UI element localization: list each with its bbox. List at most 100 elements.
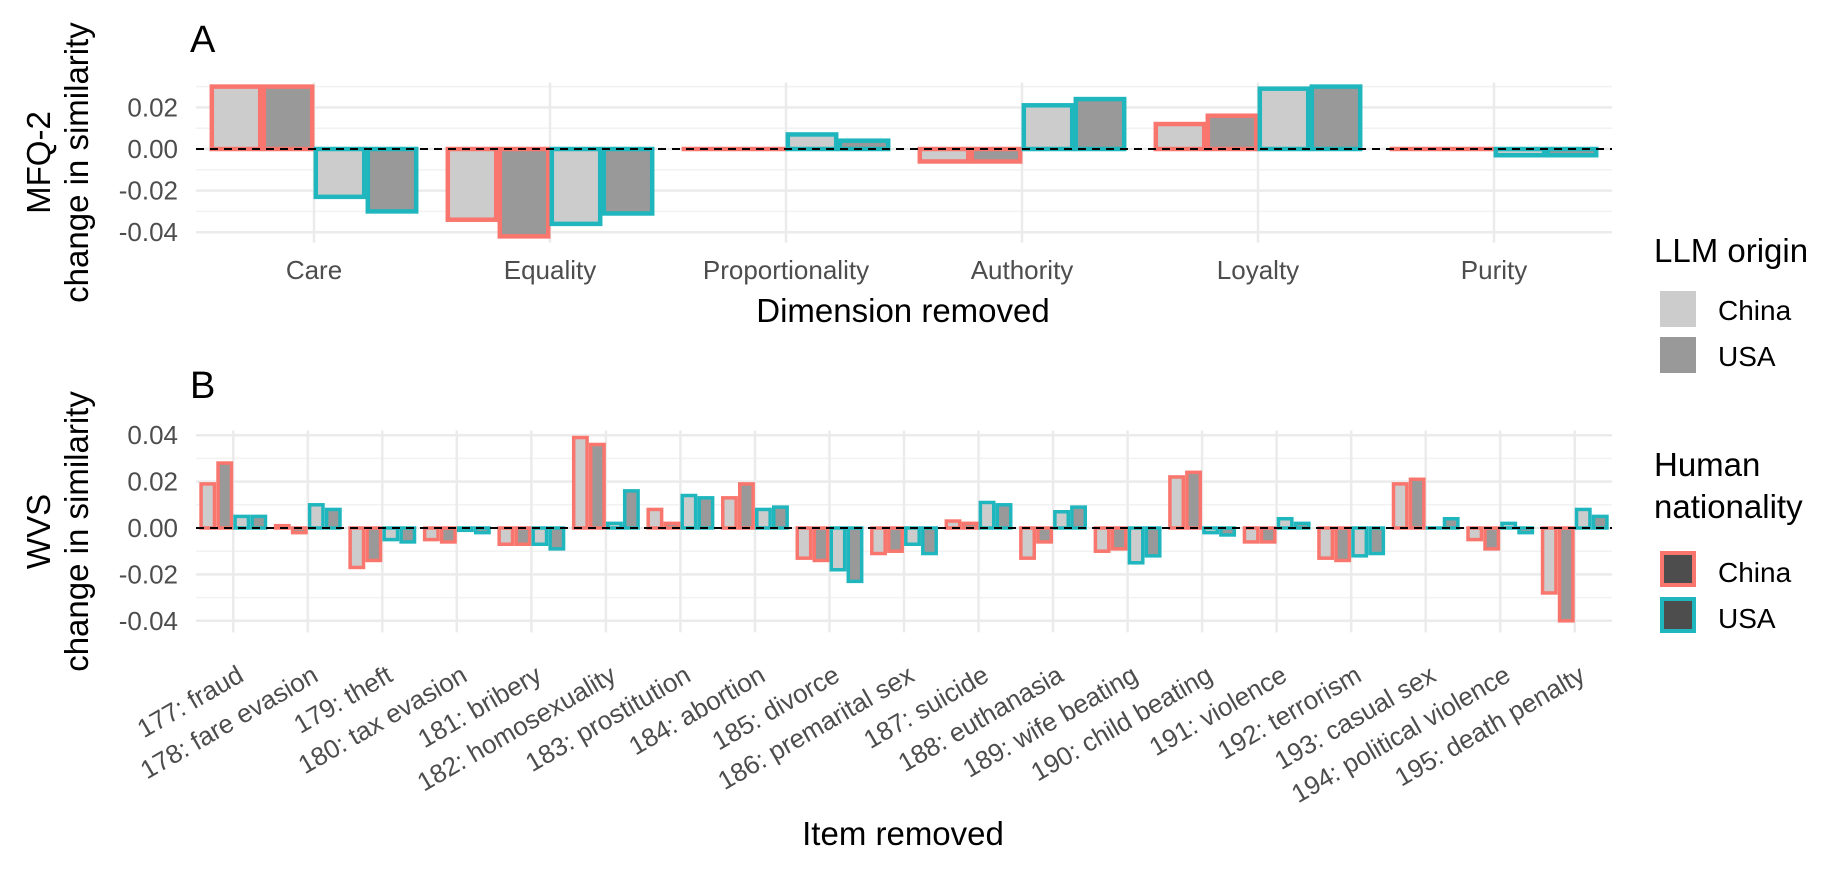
x-tick-label: Proportionality [703, 255, 869, 285]
bar [663, 521, 681, 530]
bar [497, 526, 515, 546]
bar [1517, 526, 1535, 535]
bar [1391, 482, 1409, 530]
bar [324, 507, 342, 530]
bar [1144, 526, 1162, 558]
y-tick-label: -0.02 [119, 176, 178, 206]
legend-human-china-label: China [1718, 557, 1792, 588]
bar [680, 493, 698, 530]
bar [1053, 510, 1071, 530]
panel-a-label: A [190, 19, 216, 61]
bar [365, 146, 419, 214]
y-tick-label: 0.00 [127, 513, 178, 543]
panel-b-chart: B 0.04 0.02 0.00 -0.02 -0.04 177: fraud178: … [20, 365, 1612, 852]
legend-llm-title: LLM origin [1654, 232, 1808, 269]
legend-human-china-swatch [1660, 551, 1696, 587]
x-tick-label: Purity [1461, 255, 1527, 285]
bar [1500, 521, 1518, 530]
x-tick-label: Authority [971, 255, 1074, 285]
bar [737, 482, 755, 530]
legend-human-nationality: Human nationality China USA [1654, 446, 1803, 634]
bar [549, 146, 603, 227]
legend-human-title: Human nationality [1654, 446, 1803, 525]
bar [829, 526, 847, 572]
bar [646, 507, 664, 530]
bar [199, 482, 217, 530]
bar [1574, 507, 1592, 530]
bar [944, 519, 962, 530]
bar [1557, 526, 1575, 623]
y-tick-label: 0.04 [127, 420, 178, 450]
bar [1070, 505, 1088, 530]
bar [348, 526, 366, 570]
bar [1591, 514, 1609, 530]
bar [917, 146, 971, 164]
bar [837, 138, 891, 152]
x-tick-label: Loyalty [1217, 255, 1299, 285]
legend-human-usa-label: USA [1718, 603, 1776, 634]
bar [754, 507, 772, 530]
bar [771, 505, 789, 530]
panel-b-bars [196, 435, 1612, 623]
bar [209, 84, 263, 152]
y-tick-label: 0.00 [127, 134, 178, 164]
bar [1309, 84, 1363, 152]
bar [846, 526, 864, 584]
bar [422, 526, 440, 542]
panel-b-y-axis-title: WVSchange in similarity [20, 391, 95, 672]
bar [1276, 516, 1294, 530]
bar [571, 435, 589, 530]
y-tick-label: 0.02 [127, 467, 178, 497]
y-tick-label: -0.04 [119, 217, 178, 247]
bar [399, 526, 417, 544]
bar [307, 503, 325, 530]
bar [497, 146, 551, 239]
panel-a-x-axis-title: Dimension removed [756, 292, 1049, 329]
bar [1153, 121, 1207, 152]
bar [1483, 526, 1501, 551]
bar [870, 526, 887, 556]
legend-human-usa-swatch [1660, 597, 1696, 633]
bar [514, 526, 532, 546]
panel-b-y-ticks: 0.04 0.02 0.00 -0.02 -0.04 [119, 420, 178, 636]
bar [445, 146, 499, 222]
bar [795, 526, 813, 560]
panel-b-x-axis-title: Item removed [802, 815, 1004, 852]
bar [216, 461, 234, 530]
bar [1019, 526, 1037, 560]
bar [261, 84, 315, 152]
y-tick-label: 0.02 [127, 92, 178, 122]
bar [601, 146, 655, 216]
bar [622, 489, 640, 530]
bar [1073, 96, 1127, 152]
bar [697, 496, 715, 530]
bar [1219, 526, 1237, 537]
x-tick-label: Equality [504, 255, 597, 285]
bar [1185, 470, 1203, 530]
bar [1110, 526, 1128, 551]
bar [1466, 526, 1484, 542]
panel-a-y-ticks: 0.02 0.00 -0.02 -0.04 [119, 92, 178, 247]
panel-a-x-ticks: Care Equality Proportionality Authority Loya… [286, 255, 1527, 285]
bar [887, 526, 904, 553]
bar [1540, 526, 1558, 595]
bar [1036, 526, 1054, 544]
bar [233, 514, 251, 530]
bar [439, 526, 457, 544]
bar [1168, 475, 1186, 530]
bar [365, 526, 383, 563]
bar [1127, 526, 1145, 565]
bar [995, 503, 1013, 530]
bar [1257, 86, 1311, 152]
bar [1408, 477, 1426, 530]
panel-b-label: B [190, 365, 215, 407]
bar [1205, 113, 1259, 152]
bar [1242, 526, 1260, 544]
bar [313, 146, 367, 200]
bar [531, 526, 549, 546]
bar [1317, 526, 1335, 560]
legend-llm-china-label: China [1718, 295, 1792, 326]
panel-a-chart: A 0.02 0.00 -0.02 -0.04 Care Equality Proport… [20, 19, 1612, 329]
bar [548, 526, 566, 551]
